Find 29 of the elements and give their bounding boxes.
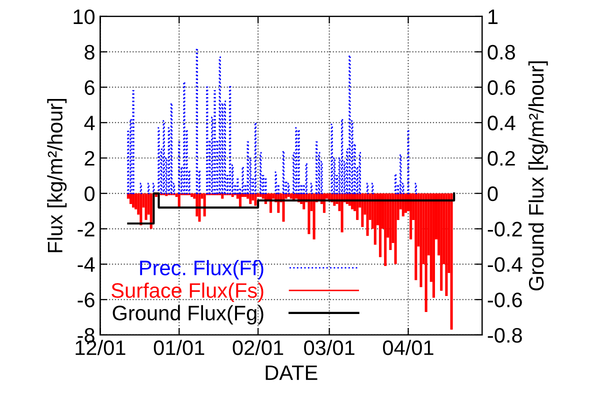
y2-tick-label: 1 — [488, 10, 498, 24]
y-tick-label: 4 — [84, 116, 95, 130]
y2-tick-label: -0.8 — [488, 328, 522, 343]
y2-tick-label: 0.6 — [488, 80, 515, 95]
y2-tick-label: 0.4 — [488, 116, 516, 130]
y-tick-label: 2 — [84, 151, 94, 166]
y-tick-label: -2 — [78, 222, 94, 236]
legend-label: Prec. Flux(Ff) — [140, 260, 264, 280]
y2-tick-label: -0.4 — [488, 257, 522, 272]
legend-label: Surface Flux(Fs) — [112, 282, 264, 302]
legend-label: Ground Flux(Fg) — [112, 305, 264, 325]
y-axis-title: Flux [kg/m²/hour] — [47, 99, 67, 252]
x-tick-label: 04/01 — [383, 340, 434, 356]
y2-tick-label: 0 — [488, 186, 498, 202]
y-tick-label: 0 — [84, 186, 95, 202]
y-tick-label: 6 — [84, 80, 94, 95]
x-tick-label: 01/01 — [154, 340, 204, 356]
y2-tick-label: -0.6 — [488, 292, 522, 308]
y2-tick-label: -0.2 — [488, 222, 522, 237]
x-tick-label: 03/01 — [304, 340, 354, 356]
x-axis-title: DATE — [266, 366, 318, 380]
y2-tick-label: 0.2 — [488, 151, 515, 166]
y-tick-label: -6 — [78, 292, 94, 308]
y2-tick-label: 0.8 — [488, 44, 515, 60]
y-tick-label: 10 — [74, 9, 95, 24]
y-tick-label: 8 — [84, 44, 94, 60]
x-tick-label: 02/01 — [232, 340, 284, 356]
y2-axis-title: Ground Flux [kg/m²/hour] — [528, 61, 548, 290]
y-tick-label: -4 — [78, 257, 95, 272]
